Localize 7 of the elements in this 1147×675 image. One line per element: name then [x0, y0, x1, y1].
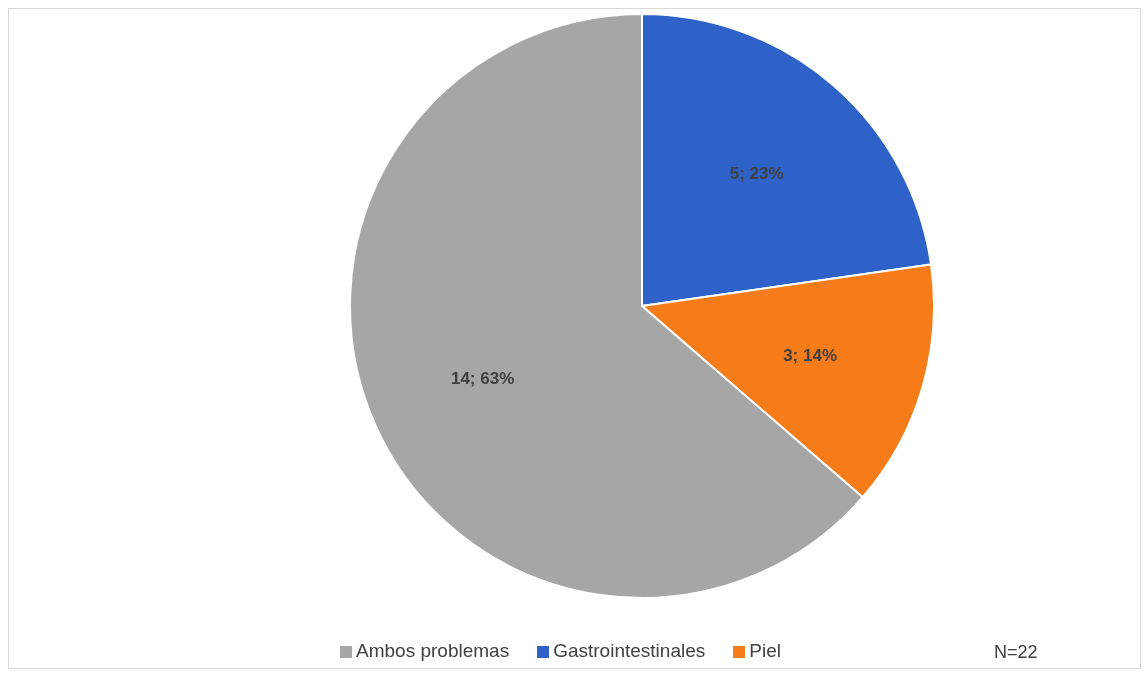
text: N=22 — [994, 642, 1038, 663]
data-label: 14; 63% — [450, 369, 515, 389]
legend-label: Ambos problemas — [356, 640, 510, 661]
legend-label: Piel — [749, 640, 781, 661]
data-label: 3; 14% — [783, 345, 838, 365]
legend-label: Gastrointestinales — [553, 640, 706, 661]
data-label: 5; 23% — [729, 164, 784, 184]
